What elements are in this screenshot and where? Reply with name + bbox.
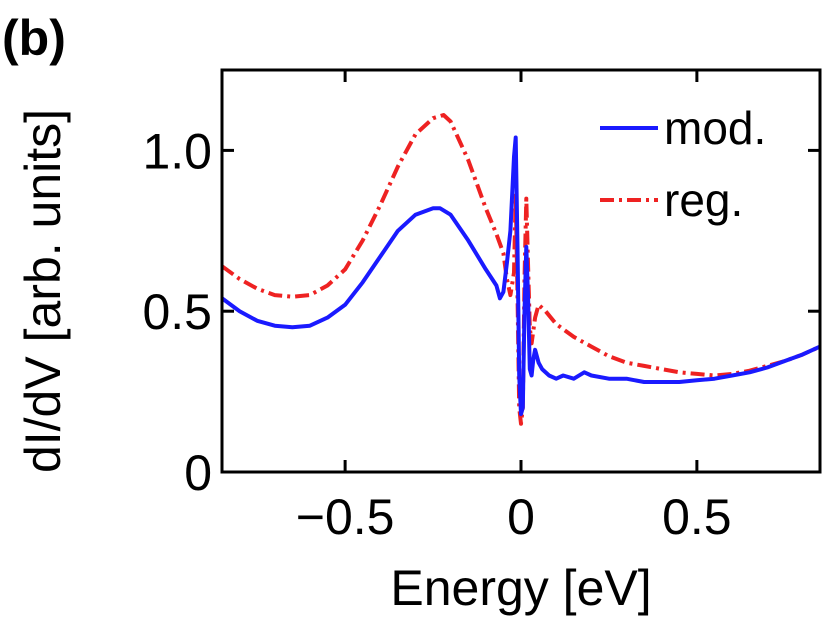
y-tick-label: 0 [184, 445, 212, 501]
y-tick-label: 1.0 [142, 123, 212, 179]
y-axis-label: dI/dV [arb. units] [15, 109, 71, 473]
x-axis-label: Energy [eV] [390, 560, 651, 616]
x-tick-label: 0 [507, 489, 535, 545]
y-tick-label: 0.5 [142, 284, 212, 340]
legend-label-mod: mod. [664, 102, 766, 154]
x-tick-label: −0.5 [296, 489, 395, 545]
series-line-mod [222, 135, 820, 417]
series-line-reg [222, 113, 820, 426]
legend-label-reg: reg. [664, 174, 743, 226]
x-tick-label: 0.5 [662, 489, 732, 545]
ticks-layer: −0.5 0 0.5 0 0.5 1.0 [142, 70, 820, 545]
panel-label: (b) [2, 10, 66, 66]
series-layer [222, 113, 820, 426]
legend: mod. reg. [600, 102, 766, 226]
